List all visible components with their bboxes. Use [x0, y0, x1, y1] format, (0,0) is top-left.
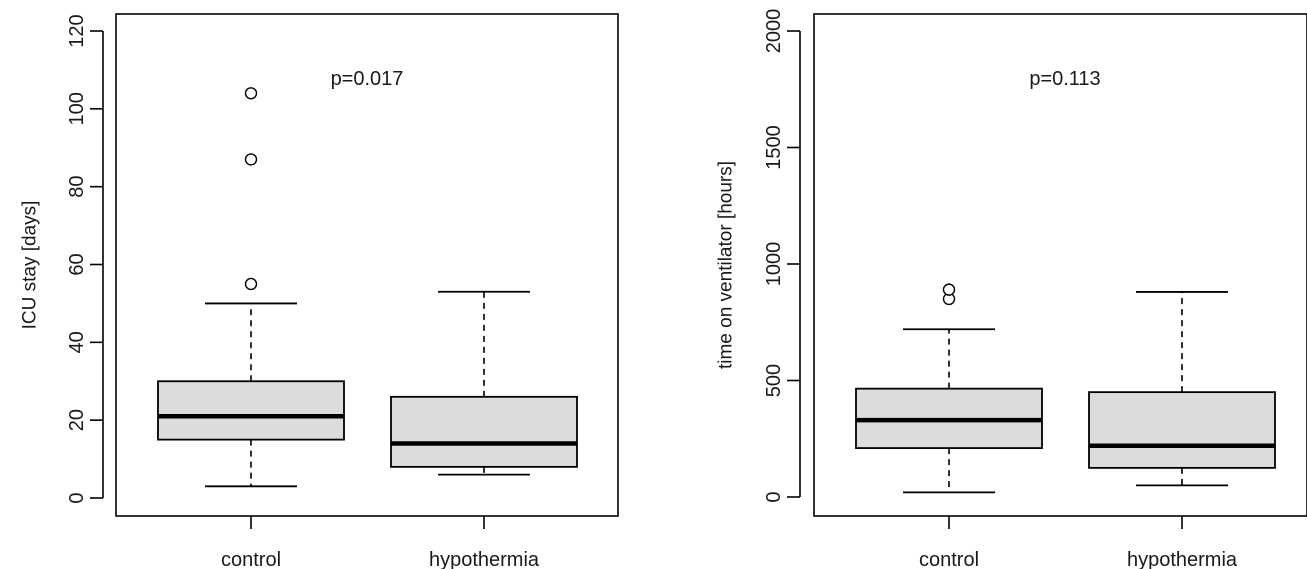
y-tick-label: 40 [66, 331, 88, 353]
iqr-box [157, 380, 345, 441]
y-tick-label: 60 [66, 253, 88, 275]
y-tick-label: 120 [66, 14, 88, 47]
x-tick-label: control [919, 549, 979, 569]
chart-panel-2: 0 500 1000 1500 2000 time on ventilator [hour… [716, 9, 1307, 569]
iqr-box [390, 395, 578, 468]
y-tick-label: 2000 [763, 9, 785, 54]
box-control [157, 87, 345, 488]
x-tick-label: hypothermia [1127, 549, 1238, 569]
y-tick-label: 0 [66, 492, 88, 503]
y-tick-label: 0 [763, 491, 785, 502]
y-tick-label: 1500 [763, 125, 785, 170]
box-hypothermia [1088, 291, 1276, 487]
y-tick-label: 20 [66, 409, 88, 431]
y-tick-label: 100 [66, 92, 88, 125]
p-value-annotation: p=0.113 [1029, 68, 1100, 90]
outlier-point [244, 87, 258, 100]
x-tick-label: control [221, 549, 281, 569]
x-tick-label: hypothermia [429, 549, 540, 569]
box-hypothermia [390, 290, 578, 476]
iqr-box [1088, 391, 1276, 469]
outlier-point [244, 277, 258, 291]
y-tick-label: 80 [66, 176, 88, 198]
outlier-point [244, 153, 258, 166]
p-value-annotation: p=0.017 [331, 68, 404, 90]
plot-frame [813, 13, 1307, 517]
y-tick-label: 1000 [763, 242, 785, 287]
box-control [855, 283, 1043, 494]
chart-panel-1: 0 20 40 60 80 100 120 ICU stay [days] p=0.017 con… [20, 13, 619, 569]
y-tick-label: 500 [763, 364, 785, 397]
y-axis-title: time on ventilator [hours] [716, 161, 737, 369]
outlier-point [942, 283, 956, 296]
y-axis-title: ICU stay [days] [20, 201, 41, 330]
plot-frame [115, 13, 619, 517]
